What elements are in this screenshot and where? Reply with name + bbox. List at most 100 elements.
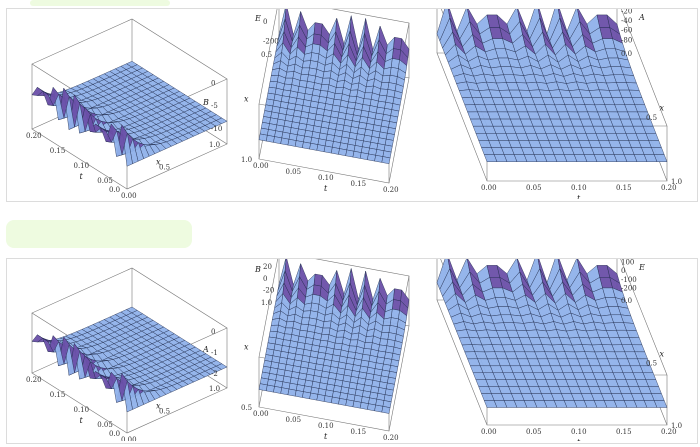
surface-cell bbox=[379, 338, 389, 346]
surface-cell bbox=[311, 43, 321, 55]
surface-plot-e-bottom: 0.000.050.100.150.20t1.00.50.0x2001000-1… bbox=[417, 259, 697, 441]
surface-cell bbox=[333, 342, 343, 351]
t-axis-label: t bbox=[80, 172, 84, 181]
surface-cell bbox=[316, 394, 326, 402]
t-tick-label: 0.20 bbox=[26, 376, 42, 384]
t-tick-label: 0.10 bbox=[318, 174, 334, 182]
z-tick-label: -20 bbox=[263, 287, 274, 295]
x-tick-label: 0.0 bbox=[621, 297, 632, 305]
z-tick-label: 0 bbox=[263, 275, 267, 283]
t-tick-label: 0.00 bbox=[253, 410, 269, 418]
z-tick-label: -40 bbox=[621, 17, 632, 25]
surface-cell bbox=[393, 36, 402, 51]
surface-cell bbox=[392, 299, 401, 311]
z-tick-label: 0 bbox=[621, 267, 625, 275]
surface-cell bbox=[300, 317, 310, 325]
z-axis-label: E bbox=[638, 263, 645, 272]
surface-cell bbox=[323, 145, 333, 154]
surface-cell bbox=[338, 148, 348, 156]
surface-cell bbox=[284, 77, 294, 85]
surface-cell bbox=[265, 384, 275, 393]
x-tick-label: 0.0 bbox=[621, 50, 632, 58]
t-axis-label: t bbox=[577, 438, 581, 441]
surface-cell bbox=[367, 153, 376, 162]
surface-cell bbox=[345, 149, 355, 158]
t-tick-label: 0.15 bbox=[616, 184, 632, 192]
t-axis-label: t bbox=[577, 194, 581, 199]
t-tick-label: 0.05 bbox=[286, 416, 302, 424]
surface-cell bbox=[284, 327, 294, 335]
t-tick-label: 0.15 bbox=[616, 428, 632, 436]
z-tick-label: -200 bbox=[263, 37, 279, 45]
t-tick-label: 0.05 bbox=[97, 421, 113, 429]
surface-cell bbox=[283, 333, 293, 341]
surface-cell bbox=[31, 334, 44, 343]
surface-mesh bbox=[436, 9, 668, 162]
surface-cell bbox=[268, 330, 278, 339]
surface-cell bbox=[379, 88, 389, 97]
x-axis-label: x bbox=[156, 401, 161, 410]
z-tick-label: -2 bbox=[211, 370, 218, 378]
z-axis-label: A bbox=[202, 345, 209, 354]
x-tick-label: 0.0 bbox=[109, 186, 120, 194]
surface-mesh bbox=[31, 61, 228, 167]
surface-cell bbox=[352, 400, 362, 409]
surface-cell bbox=[273, 386, 283, 394]
surface-cell bbox=[299, 323, 309, 332]
t-tick-label: 0.15 bbox=[351, 180, 367, 188]
surface-cell bbox=[313, 273, 323, 287]
x-tick-label: 1.0 bbox=[209, 385, 220, 393]
surface-cell bbox=[362, 98, 372, 106]
surface-cell bbox=[300, 67, 310, 75]
surface-cell bbox=[287, 139, 297, 147]
surface-cell bbox=[330, 396, 340, 405]
figure-row-top: 0.00 0.05 0.10 0.15 0.20 t 0.0 0.5 1.0 x 0 -5 -10 B 0… bbox=[6, 8, 698, 202]
surface-cell bbox=[302, 141, 311, 150]
surface-cell bbox=[380, 332, 390, 340]
x-tick-label: 1.0 bbox=[671, 422, 682, 430]
z-tick-label: 100 bbox=[621, 259, 634, 266]
surface-cell bbox=[389, 317, 399, 327]
z-tick-label: -80 bbox=[621, 36, 632, 44]
surface-plot-b: 0.00 0.05 0.10 0.15 0.20 t 0.0 0.5 1.0 x 0 -5 -10 B bbox=[7, 9, 237, 199]
surface-cell bbox=[309, 392, 319, 401]
t-axis-label: t bbox=[324, 184, 328, 193]
surface-cell bbox=[280, 387, 290, 396]
surface-cell bbox=[302, 60, 311, 69]
z-tick-label: 0 bbox=[211, 79, 215, 87]
surface-mesh bbox=[31, 306, 228, 413]
x-tick-label: 1.0 bbox=[261, 299, 272, 307]
surface-mesh bbox=[258, 259, 410, 414]
x-tick-label: 0.5 bbox=[646, 360, 657, 368]
surface-cell bbox=[389, 67, 399, 77]
t-axis-label: t bbox=[324, 432, 328, 441]
surface-cell bbox=[345, 399, 355, 408]
surface-cell bbox=[363, 342, 373, 350]
surface-cell bbox=[382, 317, 392, 327]
surface-cell bbox=[302, 391, 311, 400]
x-tick-label: 0.5 bbox=[261, 51, 272, 59]
surface-plot-b-bottom: 0.00 0.05 0.10 0.15 0.20 t 0.5 1.0 x 40 20 0 -20 B bbox=[237, 259, 417, 441]
surface-cell bbox=[285, 71, 295, 79]
x-tick-label: 0.5 bbox=[241, 404, 252, 412]
t-tick-label: 0.20 bbox=[383, 434, 399, 441]
surface-plot-a-bottom: 0.00 0.05 0.10 0.15 0.20 t 0.0 0.5 1.0 x 0 -1 -2 A bbox=[7, 259, 237, 441]
x-tick-label: 1.0 bbox=[241, 156, 252, 164]
z-tick-label: 0 bbox=[211, 328, 215, 336]
axis-labels: 0.00 0.05 0.10 0.15 0.20 t 0.0 0.5 1.0 x 0 -5 -10 B bbox=[26, 79, 222, 199]
x-axis-label: x bbox=[660, 349, 665, 358]
surface-cell bbox=[367, 403, 376, 412]
surface-cell bbox=[392, 48, 401, 61]
surface-cell bbox=[273, 136, 283, 144]
surface-mesh bbox=[258, 9, 410, 164]
surface-cell bbox=[280, 137, 290, 146]
t-tick-label: 0.05 bbox=[526, 184, 542, 192]
surface-cell bbox=[390, 308, 400, 320]
figure-row-bottom: 0.00 0.05 0.10 0.15 0.20 t 0.0 0.5 1.0 x 0 -1 -2 A 0.… bbox=[6, 258, 698, 444]
t-tick-label: 0.15 bbox=[351, 428, 367, 436]
surface-cell bbox=[287, 388, 297, 397]
surface-cell bbox=[335, 79, 345, 88]
surface-cell bbox=[359, 152, 369, 160]
z-tick-label: 0 bbox=[263, 18, 267, 26]
